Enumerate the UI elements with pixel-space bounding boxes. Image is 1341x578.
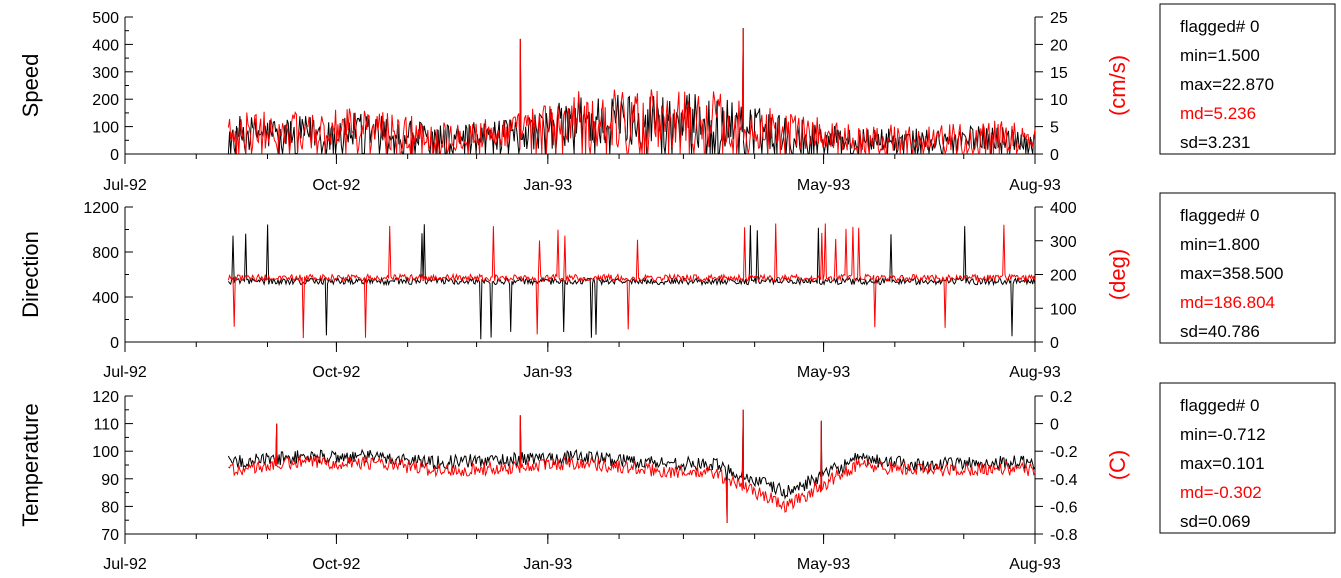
y2-tick-label: 400 xyxy=(1050,200,1077,217)
y2-axis-title: (C) xyxy=(1105,450,1130,481)
y2-tick-label: -0.4 xyxy=(1050,472,1078,489)
stat-max: max=0.101 xyxy=(1180,454,1265,473)
y2-tick-label: -0.6 xyxy=(1050,499,1078,516)
stat-max: max=358.500 xyxy=(1180,264,1284,283)
y2-tick-label: 5 xyxy=(1050,120,1059,137)
y2-tick-label: 0 xyxy=(1050,335,1059,352)
y2-tick-label: 20 xyxy=(1050,37,1068,54)
y2-tick-label: 0.2 xyxy=(1050,389,1072,406)
y-tick-label: 200 xyxy=(92,92,119,109)
stat-min: min=1.500 xyxy=(1180,46,1260,65)
stat-flagged: flagged# 0 xyxy=(1180,206,1259,225)
panel-direction: 0 400 800 1200 0 100 200 300 400 Jul-92 Oct-92 Jan-… xyxy=(18,192,1336,381)
y-tick-label: 800 xyxy=(92,245,119,262)
x-tick-label: Aug-93 xyxy=(1009,364,1061,381)
stat-min: min=1.800 xyxy=(1180,235,1260,254)
panel-speed: 0 100 200 300 400 500 0 5 10 15 20 25 Jul-92 Oct-92 Ja… xyxy=(18,3,1336,194)
y-tick-label: 100 xyxy=(92,444,119,461)
stat-md: md=-0.302 xyxy=(1180,483,1262,502)
series-line-black xyxy=(227,27,1036,154)
y-tick-label: 110 xyxy=(93,417,119,434)
x-tick-label: May-93 xyxy=(797,364,850,381)
stat-min: min=-0.712 xyxy=(1180,425,1266,444)
y2-tick-label: -0.8 xyxy=(1050,527,1078,544)
stat-sd: sd=3.231 xyxy=(1180,133,1250,152)
y-tick-label: 400 xyxy=(92,37,119,54)
x-tick-label: Aug-93 xyxy=(1009,556,1061,573)
y-tick-label: 500 xyxy=(92,10,119,27)
x-tick-label: May-93 xyxy=(797,177,850,194)
y2-tick-label: 200 xyxy=(1050,268,1077,285)
series-line-red xyxy=(227,223,1036,339)
x-tick-label: Oct-92 xyxy=(312,177,360,194)
x-tick-label: Oct-92 xyxy=(312,364,360,381)
y2-tick-label: 0 xyxy=(1050,417,1059,434)
x-tick-label: Jul-92 xyxy=(103,364,147,381)
y-tick-label: 1200 xyxy=(83,200,119,217)
y-tick-label: 70 xyxy=(101,527,119,544)
x-tick-label: Jan-93 xyxy=(523,556,572,573)
stats-box xyxy=(1159,192,1336,344)
y2-tick-label: 25 xyxy=(1050,10,1068,27)
series-line-black xyxy=(227,409,1036,524)
y-tick-label: 0 xyxy=(110,147,119,164)
x-tick-label: Jul-92 xyxy=(103,556,147,573)
y2-tick-label: -0.2 xyxy=(1050,444,1078,461)
x-tick-label: Aug-93 xyxy=(1009,177,1061,194)
stat-md: md=186.804 xyxy=(1180,293,1275,312)
y-tick-label: 400 xyxy=(92,290,119,307)
stat-max: max=22.870 xyxy=(1180,75,1274,94)
y-axis-title: Temperature xyxy=(18,403,43,527)
y-tick-label: 0 xyxy=(110,335,119,352)
y-tick-label: 120 xyxy=(92,389,119,406)
y-tick-label: 90 xyxy=(101,472,119,489)
y2-tick-label: 10 xyxy=(1050,92,1068,109)
y-axis-title: Speed xyxy=(18,54,43,118)
stat-flagged: flagged# 0 xyxy=(1180,17,1259,36)
y2-tick-label: 300 xyxy=(1050,234,1077,251)
y2-tick-label: 0 xyxy=(1050,147,1059,164)
y-tick-label: 80 xyxy=(101,499,119,516)
y2-tick-label: 15 xyxy=(1050,65,1068,82)
x-tick-label: Jan-93 xyxy=(523,364,572,381)
y-tick-label: 100 xyxy=(92,120,119,137)
stat-sd: sd=40.786 xyxy=(1180,322,1260,341)
y-tick-label: 300 xyxy=(92,65,119,82)
y2-axis-title: (deg) xyxy=(1105,249,1130,300)
y2-axis-title: (cm/s) xyxy=(1105,55,1130,116)
y-axis-title: Direction xyxy=(18,231,43,318)
stats-box xyxy=(1159,382,1336,534)
stats-box xyxy=(1159,3,1336,155)
y2-tick-label: 100 xyxy=(1050,301,1077,318)
series-line-red xyxy=(227,27,1036,156)
stat-flagged: flagged# 0 xyxy=(1180,396,1259,415)
stat-md: md=5.236 xyxy=(1180,104,1256,123)
panel-temperature: 70 80 90 100 110 120 -0.8 -0.6 -0.4 -0.2 0 0.2 Jul-9… xyxy=(18,382,1336,573)
x-tick-label: Jan-93 xyxy=(523,177,572,194)
x-tick-label: Jul-92 xyxy=(103,177,147,194)
x-tick-label: May-93 xyxy=(797,556,850,573)
series-line-red xyxy=(228,409,1036,524)
x-tick-label: Oct-92 xyxy=(312,556,360,573)
stat-sd: sd=0.069 xyxy=(1180,512,1250,531)
series-line-black xyxy=(227,224,1036,340)
